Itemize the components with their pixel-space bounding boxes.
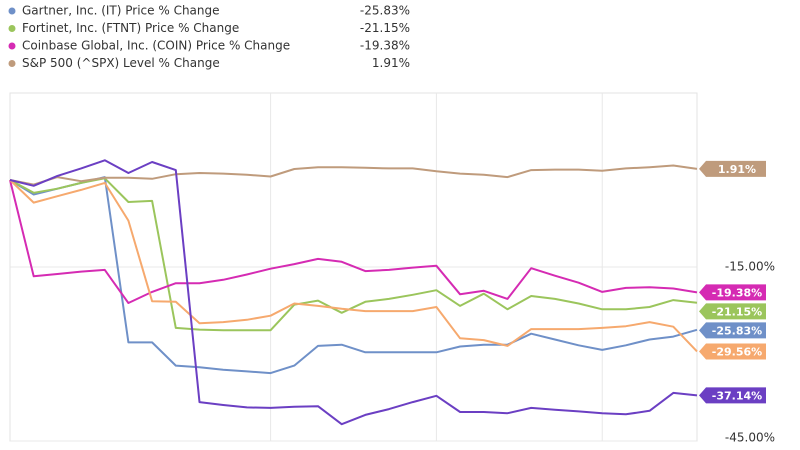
legend-value: -19.38% — [360, 39, 410, 53]
y-tick-label: -45.00% — [725, 431, 775, 445]
end-tag: 1.91% — [699, 160, 766, 177]
series-line — [9, 176, 698, 375]
end-tag-box — [699, 160, 766, 177]
end-tag-box — [699, 322, 766, 339]
series-line — [9, 177, 698, 332]
end-tag-label: -29.56% — [712, 345, 762, 358]
end-tag: -37.14% — [699, 387, 766, 404]
legend-value: -21.15% — [360, 21, 410, 35]
end-tag-label: -21.15% — [712, 305, 762, 318]
legend-label: Gartner, Inc. (IT) Price % Change — [22, 4, 220, 18]
y-tick-label: -15.00% — [725, 260, 775, 274]
legend-marker — [8, 42, 16, 50]
legend-marker — [8, 60, 16, 67]
series-line — [9, 179, 698, 304]
end-tag-label: 1.91% — [718, 163, 756, 176]
legend-value: -25.83% — [360, 4, 410, 18]
end-tag-box — [699, 387, 766, 404]
legend-label: Fortinet, Inc. (FTNT) Price % Change — [22, 21, 239, 35]
end-tag-box — [699, 343, 766, 360]
end-tag-label: -25.83% — [712, 324, 762, 337]
end-tag-label: -37.14% — [712, 389, 762, 402]
end-tag-label: -19.38% — [712, 286, 762, 299]
end-tag: -19.38% — [699, 284, 766, 301]
end-tag-box — [699, 303, 766, 320]
series-line — [9, 164, 698, 186]
legend-label: Coinbase Global, Inc. (COIN) Price % Cha… — [22, 39, 290, 53]
end-tag-box — [699, 284, 766, 301]
series-line — [9, 159, 698, 426]
legend-label: S&P 500 (^SPX) Level % Change — [22, 56, 220, 70]
end-tag: -21.15% — [699, 303, 766, 320]
series-line — [9, 179, 698, 353]
legend-marker — [8, 25, 16, 32]
legend-marker — [8, 7, 16, 15]
end-tag: -25.83% — [699, 322, 766, 339]
legend-value: 1.91% — [372, 56, 410, 70]
end-tag: -29.56% — [699, 343, 766, 360]
